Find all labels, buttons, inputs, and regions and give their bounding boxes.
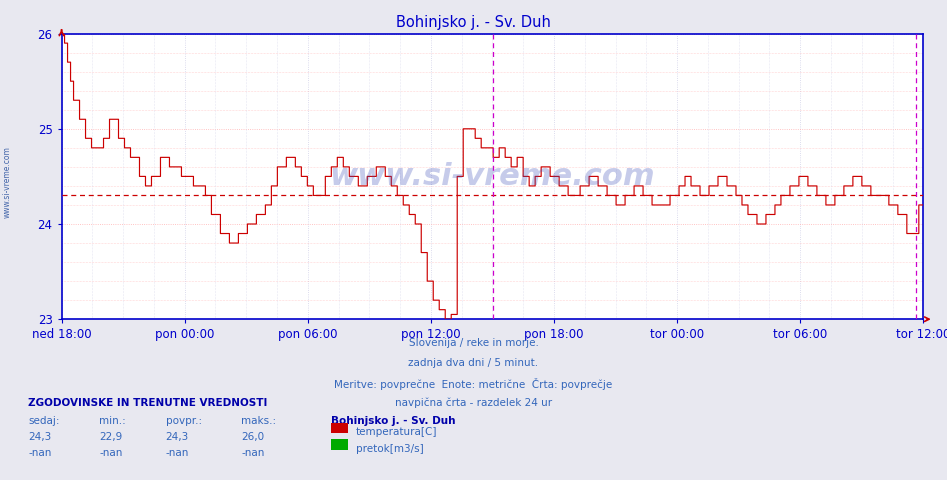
Text: Bohinjsko j. - Sv. Duh: Bohinjsko j. - Sv. Duh bbox=[331, 416, 456, 426]
Text: Slovenija / reke in morje.: Slovenija / reke in morje. bbox=[408, 338, 539, 348]
Text: sedaj:: sedaj: bbox=[28, 416, 60, 426]
Text: temperatura[C]: temperatura[C] bbox=[356, 427, 438, 437]
Text: www.si-vreme.com: www.si-vreme.com bbox=[3, 146, 12, 218]
Text: -nan: -nan bbox=[99, 448, 123, 458]
Text: -nan: -nan bbox=[166, 448, 189, 458]
Text: zadnja dva dni / 5 minut.: zadnja dva dni / 5 minut. bbox=[408, 358, 539, 368]
Text: 24,3: 24,3 bbox=[28, 432, 52, 442]
Text: ZGODOVINSKE IN TRENUTNE VREDNOSTI: ZGODOVINSKE IN TRENUTNE VREDNOSTI bbox=[28, 398, 268, 408]
Text: 22,9: 22,9 bbox=[99, 432, 123, 442]
Text: 26,0: 26,0 bbox=[241, 432, 264, 442]
Text: 24,3: 24,3 bbox=[166, 432, 189, 442]
Text: pretok[m3/s]: pretok[m3/s] bbox=[356, 444, 424, 454]
Text: -nan: -nan bbox=[241, 448, 265, 458]
Text: Meritve: povprečne  Enote: metrične  Črta: povprečje: Meritve: povprečne Enote: metrične Črta:… bbox=[334, 378, 613, 390]
Text: navpična črta - razdelek 24 ur: navpična črta - razdelek 24 ur bbox=[395, 397, 552, 408]
Text: Bohinjsko j. - Sv. Duh: Bohinjsko j. - Sv. Duh bbox=[396, 15, 551, 30]
Text: -nan: -nan bbox=[28, 448, 52, 458]
Text: www.si-vreme.com: www.si-vreme.com bbox=[330, 162, 655, 191]
Text: povpr.:: povpr.: bbox=[166, 416, 202, 426]
Text: maks.:: maks.: bbox=[241, 416, 277, 426]
Text: min.:: min.: bbox=[99, 416, 126, 426]
